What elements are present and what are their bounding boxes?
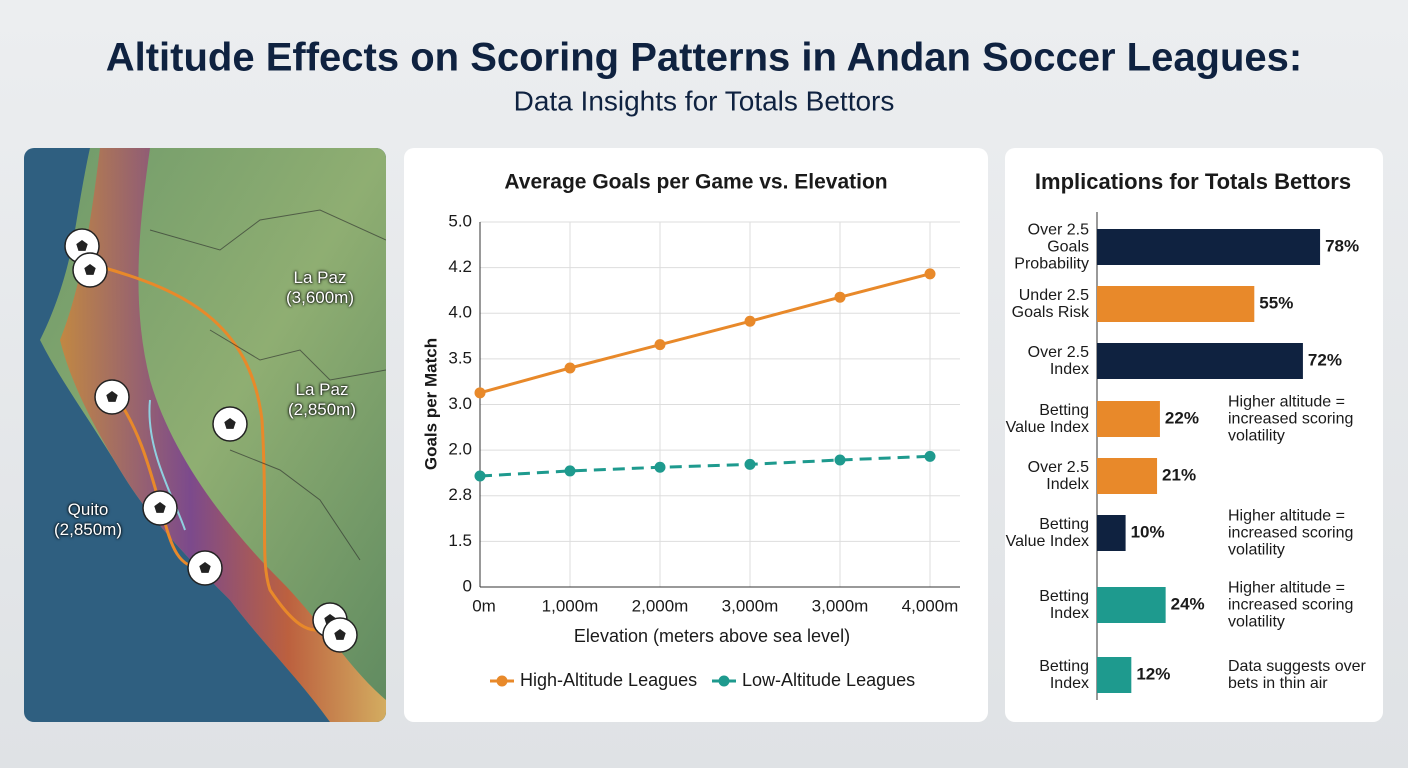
category-label: Over 2.5 Goals Probability: [1014, 221, 1089, 273]
ball-patch: [84, 264, 96, 275]
y-axis-title: Goals per Match: [421, 338, 440, 470]
soccer-ball: [322, 617, 358, 653]
value-label: 21%: [1162, 465, 1196, 484]
point: [924, 268, 936, 280]
value-label: 10%: [1131, 522, 1165, 541]
page-subtitle: Data Insights for Totals Bettors: [514, 85, 895, 116]
mountains: [60, 148, 386, 722]
line-panel: [404, 148, 988, 722]
chart-title: Implications for Totals Bettors: [1035, 169, 1351, 194]
bar: [1097, 286, 1255, 322]
legend-label: Low-Altitude Leagues: [742, 670, 915, 690]
x-tick-label: 1,000m: [542, 596, 599, 615]
category-label: Over 2.5 Index: [1027, 344, 1089, 378]
bar: [1097, 229, 1321, 265]
map: [24, 148, 386, 722]
bar: [1097, 401, 1160, 437]
ball-patch: [106, 391, 118, 402]
value-label: 78%: [1325, 236, 1359, 255]
page-title: Altitude Effects on Scoring Patterns in …: [106, 36, 1303, 80]
legend-marker: [496, 675, 508, 687]
legend-marker: [718, 675, 730, 687]
point: [834, 291, 846, 303]
category-label: Betting Value Index: [1005, 516, 1089, 550]
y-tick-label: 1.5: [448, 531, 472, 550]
map-label: Quito (2,850m): [53, 500, 123, 539]
soccer-ball: [212, 406, 248, 442]
borders: [149, 209, 386, 561]
value-label: 55%: [1259, 293, 1293, 312]
y-tick-label: 2.8: [448, 485, 472, 504]
y-tick-label: 2.0: [448, 440, 472, 459]
bar: [1097, 587, 1166, 623]
ball-patch: [199, 562, 211, 573]
category-label: Betting Index: [1039, 588, 1089, 622]
bar: [1097, 515, 1126, 551]
soccer-ball: [187, 550, 223, 586]
annotation: Higher altitude = increased scoring vola…: [1228, 579, 1354, 631]
river: [148, 399, 186, 531]
category-label: Over 2.5 Indelx: [1027, 459, 1089, 493]
annotation: Data suggests over bets in thin air: [1228, 658, 1366, 692]
y-tick-label: 5.0: [448, 211, 472, 230]
ball-patch: [76, 240, 88, 251]
bar: [1097, 343, 1303, 379]
point: [474, 470, 486, 482]
x-tick-label: 3,000m: [722, 596, 779, 615]
route: [104, 266, 331, 632]
point: [744, 458, 756, 470]
annotation: Higher altitude = increased scoring vola…: [1228, 507, 1354, 559]
y-tick-label: 0: [463, 576, 472, 595]
category-label: Under 2.5 Goals Risk: [1011, 287, 1089, 321]
map-label: La Paz (3,600m): [285, 268, 355, 307]
point: [924, 450, 936, 462]
value-label: 22%: [1165, 408, 1199, 427]
value-label: 72%: [1308, 350, 1342, 369]
point: [744, 315, 756, 327]
point: [564, 465, 576, 477]
point: [564, 362, 576, 374]
ball-patch: [334, 629, 346, 640]
y-tick-label: 3.0: [448, 394, 472, 413]
point: [654, 339, 666, 351]
point: [474, 387, 486, 399]
x-tick-label: 2,000m: [632, 596, 689, 615]
y-tick-label: 4.2: [448, 257, 472, 276]
point: [654, 461, 666, 473]
legend-label: High-Altitude Leagues: [520, 670, 697, 690]
ball-patch: [224, 418, 236, 429]
x-axis-title: Elevation (meters above sea level): [574, 626, 850, 646]
soccer-ball: [142, 490, 178, 526]
x-tick-label: 4,000m: [902, 596, 959, 615]
soccer-ball: [94, 379, 130, 415]
value-label: 12%: [1136, 664, 1170, 683]
y-tick-label: 4.0: [448, 303, 472, 322]
line: [479, 272, 931, 395]
bar: [1097, 458, 1158, 494]
x-tick-label: 3,000m: [812, 596, 869, 615]
annotation: Higher altitude = increased scoring vola…: [1228, 393, 1354, 445]
bar: [1097, 657, 1132, 693]
point: [834, 454, 846, 466]
chart-title: Average Goals per Game vs. Elevation: [504, 171, 887, 194]
x-tick-label: 0m: [472, 596, 496, 615]
map-label: La Paz (2,850m): [287, 380, 357, 419]
category-label: Betting Value Index: [1005, 402, 1089, 436]
value-label: 24%: [1171, 594, 1205, 613]
soccer-ball: [72, 252, 108, 288]
category-label: Betting Index: [1039, 658, 1089, 692]
ball-patch: [154, 502, 166, 513]
y-tick-label: 3.5: [448, 348, 472, 367]
